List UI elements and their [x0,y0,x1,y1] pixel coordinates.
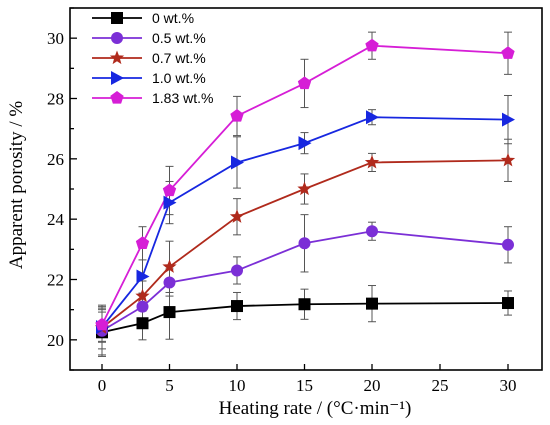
x-axis-label: Heating rate / (°C·min⁻¹) [219,398,412,419]
data-point [95,317,109,331]
legend-label: 1.0 wt.% [152,70,206,86]
legend: 0 wt.% 0.5 wt.% 0.7 wt.% 1.0 wt.% 1.83 wt.% [92,10,213,106]
data-point [136,300,149,313]
data-point [364,154,380,169]
x-tick-label: 0 [98,376,107,395]
y-axis-label: Apparent porosity / % [6,101,27,270]
legend-marker [109,50,125,65]
x-tick-label: 5 [165,376,174,395]
x-tick-label: 10 [229,376,246,395]
legend-marker [111,32,123,44]
legend-marker [111,12,123,24]
data-point [135,236,150,249]
legend-label: 0.5 wt.% [152,30,206,46]
data-markers [94,38,516,339]
data-point [298,237,311,250]
x-tick-label: 25 [432,376,449,395]
legend-label: 0.7 wt.% [152,50,206,66]
data-point [365,38,379,52]
data-point [163,195,177,210]
y-tick-label: 26 [47,150,64,169]
data-point [231,155,244,170]
y-tick-label: 22 [47,271,64,290]
axes: 0 5 10 15 20 25 30 20 22 24 26 28 30 [47,7,543,395]
legend-marker [110,91,124,104]
data-point [366,297,378,310]
data-point [297,76,312,90]
y-tick-label: 20 [47,331,64,350]
y-tick-label: 28 [47,90,64,109]
x-tick-label: 20 [364,376,381,395]
data-point [163,276,176,289]
data-point [502,238,514,251]
legend-label: 0 wt.% [152,10,194,26]
data-point [500,152,516,167]
data-point [136,269,150,284]
data-point [136,317,149,330]
data-point [162,259,177,273]
data-point [230,108,244,122]
data-point [298,136,312,151]
data-point [231,264,243,277]
x-tick-label: 30 [500,376,517,395]
data-point [229,209,245,223]
data-point [162,183,177,197]
legend-label: 1.83 wt.% [152,90,213,106]
y-tick-label: 24 [47,210,65,229]
legend-marker [111,71,124,85]
x-tick-label: 15 [296,376,313,395]
y-tick-label: 30 [47,29,64,48]
data-point [231,300,243,313]
data-point [163,306,176,319]
data-point [298,298,311,311]
data-point [502,112,515,127]
data-point [297,181,312,196]
data-point [135,288,150,303]
data-point [366,225,378,238]
data-point [501,46,515,59]
data-point [366,110,379,125]
data-point [502,297,514,310]
